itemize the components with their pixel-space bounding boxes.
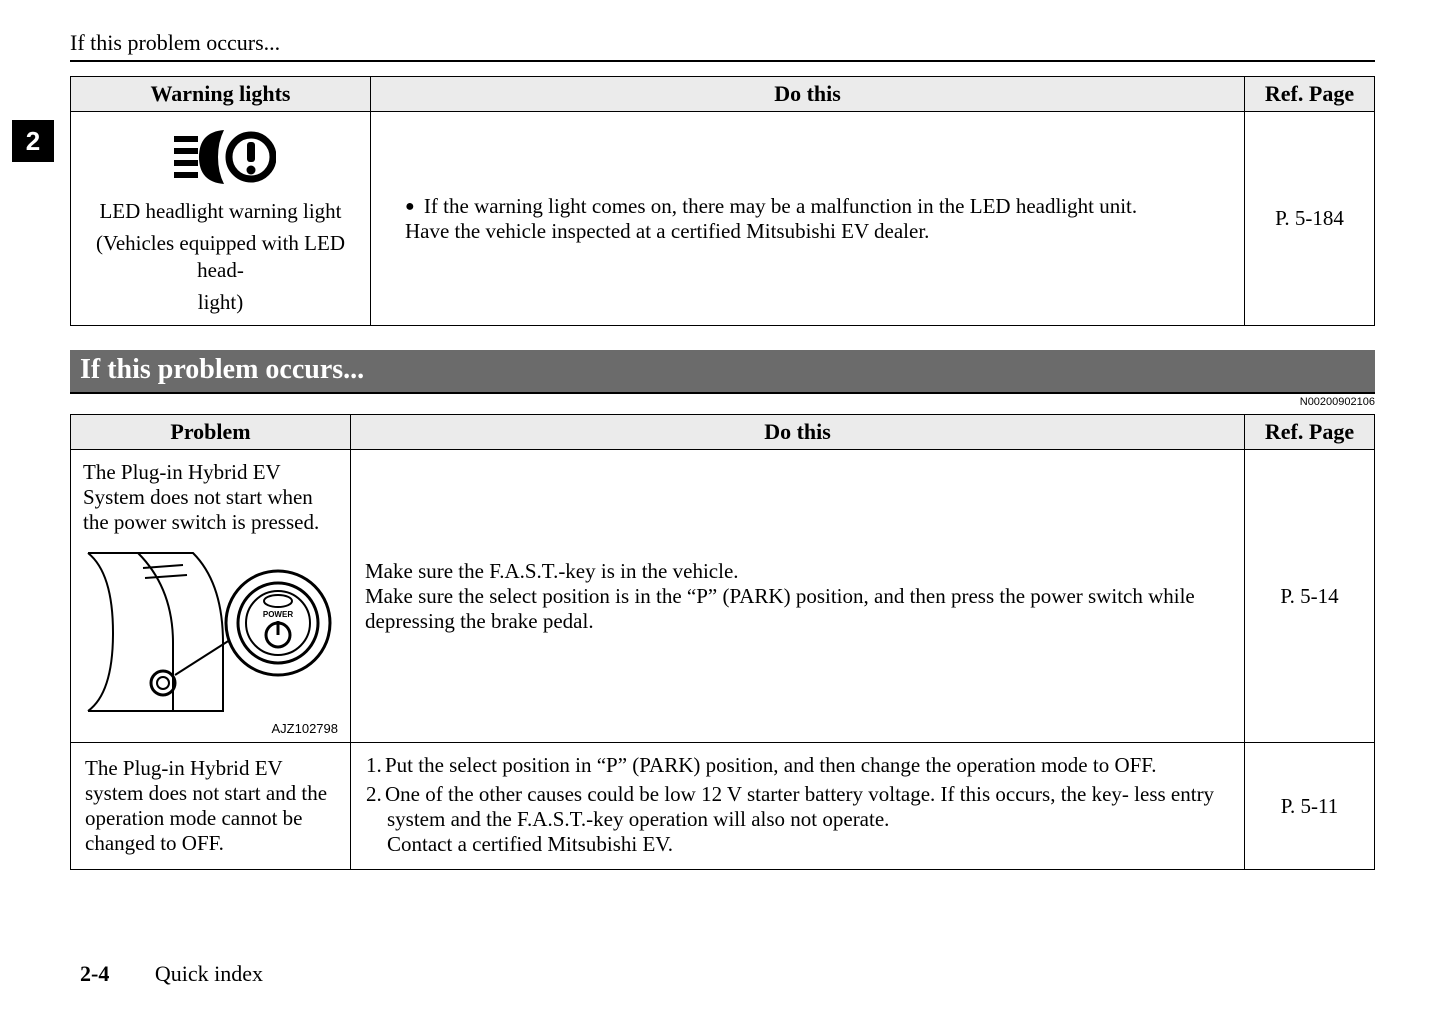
table-header-row: Warning lights Do this Ref. Page xyxy=(71,77,1375,112)
head-rule xyxy=(70,60,1375,62)
do-this-bullet-item: If the warning light comes on, there may… xyxy=(405,194,1230,244)
page: 2 If this problem occurs... Warning ligh… xyxy=(0,0,1445,1019)
th-do-this: Do this xyxy=(351,415,1245,450)
do-this-item-2: One of the other causes could be low 12 … xyxy=(387,782,1230,857)
power-switch-illustration: POWER xyxy=(83,543,343,713)
icon-caption-line2: (Vehicles equipped with LED head- xyxy=(79,230,362,283)
problem-cell: The Plug-in Hybrid EV System does not st… xyxy=(71,450,351,743)
th-do-this: Do this xyxy=(371,77,1245,112)
th-ref-page: Ref. Page xyxy=(1245,77,1375,112)
table-row: LED headlight warning light (Vehicles eq… xyxy=(71,112,1375,326)
do-this-bullets: If the warning light comes on, there may… xyxy=(385,194,1230,244)
section-title: Quick index xyxy=(155,961,263,986)
ref-page-cell: P. 5-14 xyxy=(1245,450,1375,743)
do-this-item-2a: One of the other causes could be low 12 … xyxy=(385,782,1214,831)
do-this-numbered-list: Put the select position in “P” (PARK) po… xyxy=(365,753,1230,857)
th-warning-lights: Warning lights xyxy=(71,77,371,112)
do-this-cell: Put the select position in “P” (PARK) po… xyxy=(351,743,1245,870)
icon-caption-line1: LED headlight warning light xyxy=(99,198,341,224)
problem-table: Problem Do this Ref. Page The Plug-in Hy… xyxy=(70,414,1375,870)
table-row: The Plug-in Hybrid EV System does not st… xyxy=(71,450,1375,743)
do-this-line2: Have the vehicle inspected at a certifie… xyxy=(405,219,929,243)
page-number: 2-4 xyxy=(80,961,109,986)
ref-page-cell: P. 5-11 xyxy=(1245,743,1375,870)
do-this-cell: If the warning light comes on, there may… xyxy=(371,112,1245,326)
chapter-tab: 2 xyxy=(12,120,54,162)
th-ref-page: Ref. Page xyxy=(1245,415,1375,450)
document-number: N00200902106 xyxy=(70,396,1375,408)
ref-page-cell: P. 5-184 xyxy=(1245,112,1375,326)
do-this-line1: Make sure the F.A.S.T.-key is in the veh… xyxy=(365,559,1230,584)
do-this-item-1: Put the select position in “P” (PARK) po… xyxy=(387,753,1230,778)
warning-light-cell: LED headlight warning light (Vehicles eq… xyxy=(71,112,371,326)
table-header-row: Problem Do this Ref. Page xyxy=(71,415,1375,450)
led-headlight-warning-icon xyxy=(166,122,276,192)
illustration-code: AJZ102798 xyxy=(83,721,338,736)
icon-caption-line3: light) xyxy=(198,289,244,315)
led-headlight-icon-wrap: LED headlight warning light (Vehicles eq… xyxy=(79,122,362,315)
table-row: The Plug-in Hybrid EV system does not st… xyxy=(71,743,1375,870)
do-this-line2: Make sure the select position is in the … xyxy=(365,584,1230,634)
problem-cell: The Plug-in Hybrid EV system does not st… xyxy=(71,743,351,870)
problem-text: The Plug-in Hybrid EV System does not st… xyxy=(83,460,338,535)
warning-lights-table: Warning lights Do this Ref. Page xyxy=(70,76,1375,326)
do-this-cell: Make sure the F.A.S.T.-key is in the veh… xyxy=(351,450,1245,743)
do-this-bullet-text: If the warning light comes on, there may… xyxy=(424,194,1137,218)
running-head: If this problem occurs... xyxy=(70,30,1375,56)
power-label: POWER xyxy=(263,610,293,619)
th-problem: Problem xyxy=(71,415,351,450)
section-subhead: If this problem occurs... xyxy=(70,350,1375,394)
page-footer: 2-4 Quick index xyxy=(80,961,263,987)
do-this-item-2b: Contact a certified Mitsubishi EV. xyxy=(387,832,673,856)
